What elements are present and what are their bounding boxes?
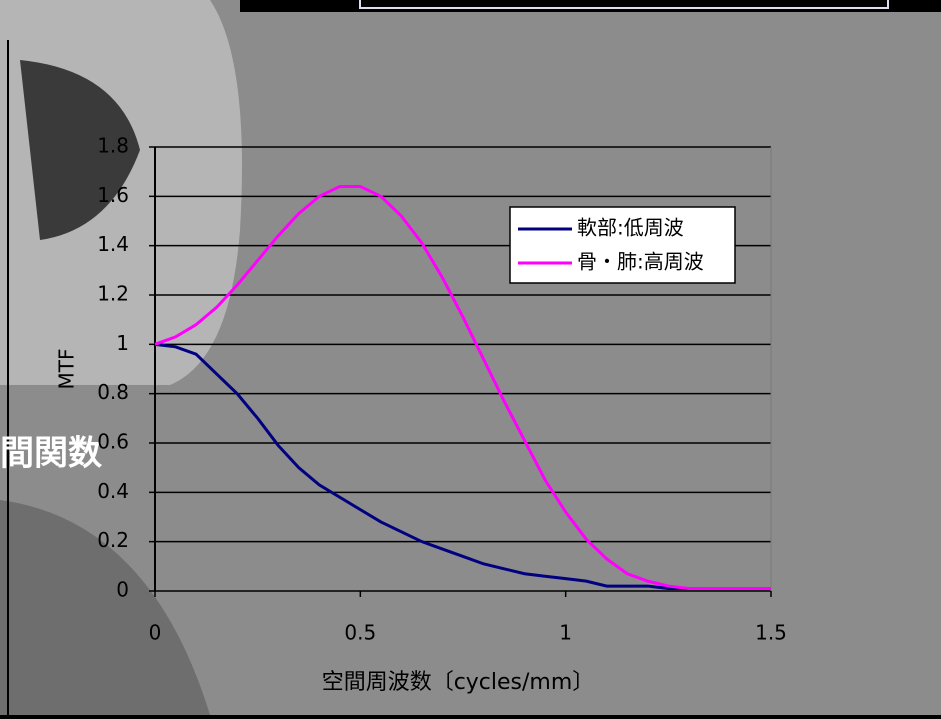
y-tick-label: 0.8 <box>97 380 129 404</box>
x-tick-label: 0.5 <box>344 621 376 645</box>
y-tick-label: 1.4 <box>97 232 129 256</box>
x-axis-label: 空間周波数〔cycles/mm〕 <box>322 670 595 695</box>
x-tick-label: 1 <box>559 621 572 645</box>
y-tick-label: 0.6 <box>97 430 129 454</box>
chart: 間関数 空間周波数〔cycles/mm〕 MTF 0 0.2 0.4 0.6 0.8 1 1… <box>0 0 941 715</box>
y-tick-label: 1.2 <box>97 282 129 306</box>
y-tick-label: 0.4 <box>97 479 129 503</box>
y-tick-label: 0 <box>116 578 129 602</box>
slide-text: 間関数 <box>0 434 102 474</box>
y-tick-label: 0.2 <box>97 528 129 552</box>
y-tick-label: 1.8 <box>97 134 129 158</box>
y-tick-label: 1.6 <box>97 183 129 207</box>
y-axis-label: MTF <box>55 349 79 390</box>
x-tick-label: 1.5 <box>755 621 787 645</box>
legend-label: 軟部:低周波 <box>577 216 684 240</box>
y-tick-label: 1 <box>116 331 129 355</box>
page: 間関数 空間周波数〔cycles/mm〕 MTF 0 0.2 0.4 0.6 0.8 1 1… <box>0 0 941 715</box>
legend-label: 骨・肺:高周波 <box>577 250 704 274</box>
slide-box <box>360 0 888 8</box>
x-tick-label: 0 <box>149 621 162 645</box>
